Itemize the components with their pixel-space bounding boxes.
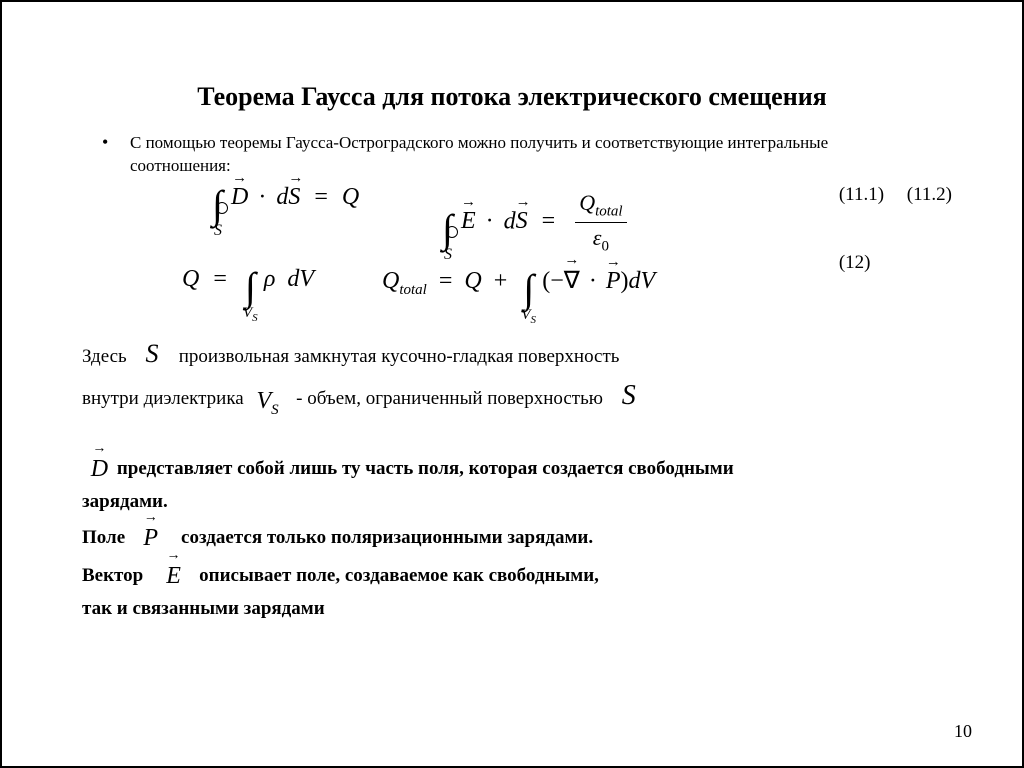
paragraph-2: →D представляет собой лишь ту часть поля… [82,448,922,624]
page-number: 10 [954,721,972,742]
slide-page: Теорема Гаусса для потока электрического… [0,0,1024,768]
equation-11-2: ∫S →E · d→S = Qtotal ε0 [442,190,627,256]
equation-numbers: (11.1) (11.2) (12) [839,184,952,274]
equation-11-1: ∫S →D · d→S = Q [212,184,359,221]
slide-title: Теорема Гаусса для потока электрического… [102,82,922,112]
paragraph-1: Здесь S произвольная замкнутая кусочно-г… [82,334,942,418]
eq-label-11-2: (11.2) [907,184,952,205]
equation-12-right: Qtotal = Q + ∫VS (−→∇ · →P)dV [382,266,655,305]
bullet-item: • С помощью теоремы Гаусса-Остроградског… [102,132,842,178]
eq-label-11-1: (11.1) [839,184,884,206]
bullet-marker: • [102,132,130,154]
equations-block: (11.1) (11.2) (12) ∫S →D · d→S = Q ∫S →E… [62,184,962,334]
eq-label-12: (12) [839,252,952,274]
equation-12-left: Q = ∫VS ρ dV [182,266,314,303]
